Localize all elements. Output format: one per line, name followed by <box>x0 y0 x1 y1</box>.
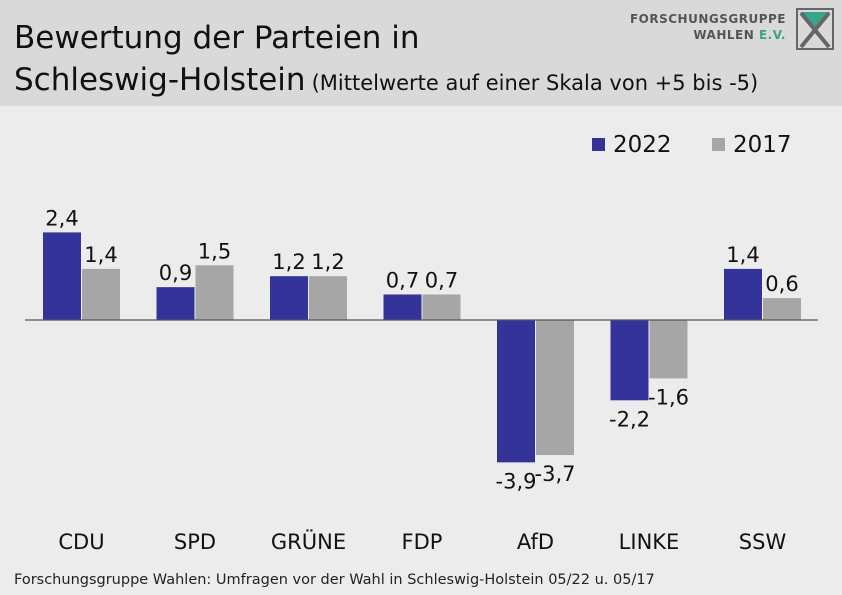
chart-title: Bewertung der Parteien in <box>14 20 420 56</box>
category-label-GRÜNE: GRÜNE <box>271 529 346 554</box>
logo-icon <box>796 8 834 50</box>
category-label-FDP: FDP <box>402 530 443 554</box>
chart-title-line2: Schleswig-Holstein (Mittelwerte auf einer… <box>14 62 758 98</box>
category-label-AfD: AfD <box>517 530 554 554</box>
data-label-SSW-2022: 1,4 <box>726 243 759 267</box>
category-label-SPD: SPD <box>174 530 216 554</box>
bar-LINKE-2022 <box>610 320 649 401</box>
bar-SSW-2017 <box>763 298 801 320</box>
category-label-CDU: CDU <box>58 530 104 554</box>
logo-line2-name: WAHLEN <box>693 28 755 42</box>
legend-swatch-2017 <box>712 138 725 151</box>
legend-swatch-2022 <box>592 138 605 151</box>
data-label-CDU-2017: 1,4 <box>84 243 117 267</box>
header: Bewertung der Parteien in Schleswig-Hols… <box>0 0 842 106</box>
logo-suffix: E.V. <box>758 28 786 42</box>
data-label-AfD-2017: -3,7 <box>535 462 576 486</box>
logo-text: FORSCHUNGSGRUPPE WAHLEN E.V. <box>630 11 786 43</box>
category-label-LINKE: LINKE <box>619 530 680 554</box>
bar-CDU-2017 <box>82 268 120 320</box>
bar-FDP-2022 <box>383 294 422 320</box>
bar-SPD-2022 <box>156 287 195 320</box>
data-label-GRÜNE-2017: 1,2 <box>311 250 344 274</box>
legend: 2022 2017 <box>592 132 792 158</box>
bar-LINKE-2017 <box>649 320 688 379</box>
source-note: Forschungsgruppe Wahlen: Umfragen vor de… <box>14 572 655 588</box>
data-label-SPD-2022: 0,9 <box>159 261 192 285</box>
data-label-GRÜNE-2022: 1,2 <box>272 250 305 274</box>
category-label-SSW: SSW <box>739 530 787 554</box>
data-label-CDU-2022: 2,4 <box>45 206 78 230</box>
legend-label-2017: 2017 <box>733 132 792 158</box>
data-label-LINKE-2017: -1,6 <box>648 385 689 409</box>
bar-SPD-2017 <box>195 265 234 320</box>
bar-SSW-2022 <box>724 268 762 320</box>
bar-GRÜNE-2017 <box>309 276 347 320</box>
data-label-SPD-2017: 1,5 <box>198 239 231 263</box>
logo-line1: FORSCHUNGSGRUPPE <box>629 12 786 26</box>
chart-title-region: Schleswig-Holstein <box>14 62 306 98</box>
data-label-FDP-2017: 0,7 <box>425 268 458 292</box>
bar-GRÜNE-2022 <box>270 276 308 320</box>
logo-line2: WAHLEN E.V. <box>630 27 786 43</box>
data-label-FDP-2022: 0,7 <box>386 268 419 292</box>
chart-subtitle: (Mittelwerte auf einer Skala von +5 bis … <box>311 71 759 95</box>
data-label-AfD-2022: -3,9 <box>496 469 537 493</box>
data-label-SSW-2017: 0,6 <box>765 272 798 296</box>
bar-AfD-2022 <box>497 320 535 463</box>
legend-label-2022: 2022 <box>613 132 672 158</box>
bar-FDP-2017 <box>422 294 461 320</box>
bar-CDU-2022 <box>43 232 81 320</box>
data-label-LINKE-2022: -2,2 <box>609 407 650 431</box>
bar-AfD-2017 <box>536 320 574 456</box>
